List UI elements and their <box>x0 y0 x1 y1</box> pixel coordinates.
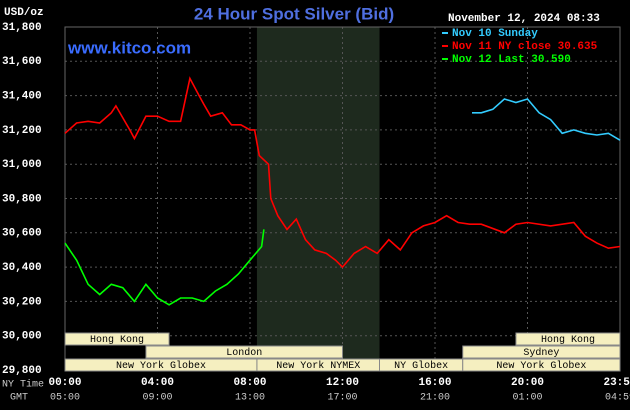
gmt-tick-label: 09:00 <box>142 393 172 404</box>
y-tick-label: 30,400 <box>2 262 42 274</box>
session-label: Hong Kong <box>90 335 144 346</box>
y-tick-label: 29,800 <box>2 365 42 377</box>
session-label: Hong Kong <box>541 335 595 346</box>
series-line <box>472 98 621 141</box>
x-axis-label: GMT <box>10 393 28 404</box>
session-band <box>64 332 170 346</box>
y-tick-label: 30,000 <box>2 331 42 343</box>
session-band <box>462 345 621 359</box>
legend-label: Nov 12 Last 30.590 <box>452 54 571 66</box>
y-tick-label: 31,800 <box>2 22 42 34</box>
y-tick-label: 31,600 <box>2 56 42 68</box>
series-line <box>64 229 265 306</box>
session-label: New York Globex <box>496 360 586 372</box>
x-tick-label: 23:59 <box>603 377 630 389</box>
gmt-tick-label: 04:59 <box>605 393 630 404</box>
y-tick-label: 31,400 <box>2 91 42 103</box>
session-band <box>462 358 621 372</box>
y-tick-label: 30,800 <box>2 193 42 205</box>
gmt-tick-label: 17:00 <box>327 393 357 404</box>
gmt-tick-label: 21:00 <box>420 393 450 404</box>
x-tick-label: 08:00 <box>233 377 266 389</box>
legend-label: Nov 11 NY close 30.635 <box>452 41 598 53</box>
session-label: London <box>226 347 262 359</box>
session-label: New York Globex <box>116 360 206 372</box>
session-label: New York NYMEX <box>276 360 360 372</box>
x-tick-label: 04:00 <box>141 377 174 389</box>
x-axis-label: NY Time <box>2 379 44 391</box>
chart-title: 24 Hour Spot Silver (Bid) <box>194 4 394 23</box>
x-tick-label: 20:00 <box>511 377 544 389</box>
legend-label: Nov 10 Sunday <box>452 28 538 40</box>
y-tick-label: 31,200 <box>2 125 42 137</box>
x-tick-label: 16:00 <box>418 377 451 389</box>
y-unit: USD/oz <box>4 7 44 19</box>
session-band <box>515 332 621 346</box>
x-tick-label: 12:00 <box>326 377 359 389</box>
gmt-tick-label: 05:00 <box>50 393 80 404</box>
date: November 12, 2024 08:33 <box>448 13 600 25</box>
session-label: NY Globex <box>394 360 448 372</box>
y-tick-label: 30,600 <box>2 228 42 240</box>
x-tick-label: 00:00 <box>48 377 81 389</box>
y-tick-label: 30,200 <box>2 296 42 308</box>
session-band <box>145 345 343 359</box>
gmt-tick-label: 13:00 <box>235 393 265 404</box>
highlight-region <box>256 27 380 370</box>
gmt-tick-label: 01:00 <box>512 393 542 404</box>
series-line <box>64 76 621 269</box>
session-label: Sydney <box>523 347 559 359</box>
watermark: www.kitco.com <box>67 38 191 57</box>
y-tick-label: 31,000 <box>2 159 42 171</box>
